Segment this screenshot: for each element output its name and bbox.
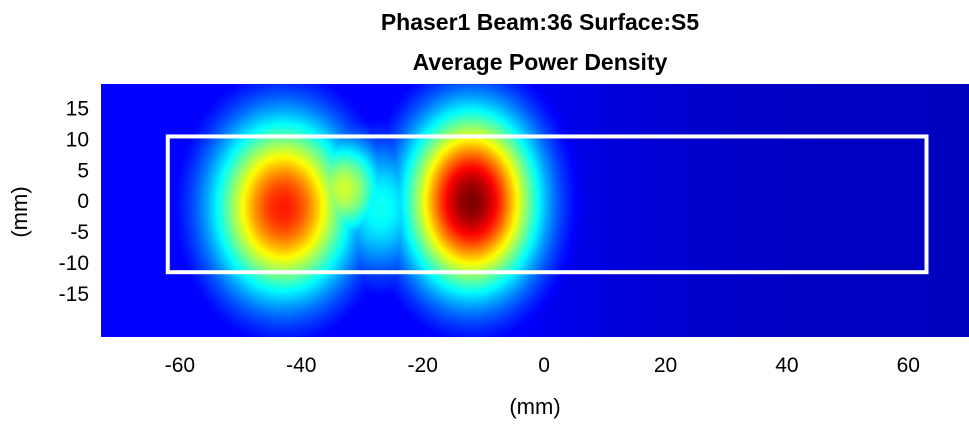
plot-area xyxy=(101,84,969,337)
y-tick-label: -5 xyxy=(70,221,89,244)
heatmap-image xyxy=(101,84,969,337)
chart-title-line1: Phaser1 Beam:36 Surface:S5 xyxy=(381,9,700,35)
x-tick-label: 0 xyxy=(538,354,550,377)
x-axis-ticks: -60 -40 -20 0 20 40 60 xyxy=(165,354,920,377)
y-axis-ticks: 15 10 5 0 -5 -10 -15 xyxy=(59,98,89,306)
chart-title-line2: Average Power Density xyxy=(413,49,668,75)
x-tick-label: 60 xyxy=(897,354,920,377)
y-tick-label: -10 xyxy=(59,252,89,275)
outline-rectangle xyxy=(165,134,929,275)
y-tick-label: 0 xyxy=(77,190,89,213)
y-tick-label: 5 xyxy=(77,159,89,182)
x-tick-label: 40 xyxy=(775,354,798,377)
x-tick-label: 20 xyxy=(654,354,677,377)
y-tick-label: -15 xyxy=(59,283,89,306)
x-axis-label: (mm) xyxy=(509,394,560,419)
x-tick-label: -20 xyxy=(408,354,438,377)
x-tick-label: -40 xyxy=(286,354,316,377)
y-tick-label: 15 xyxy=(66,98,89,121)
y-tick-label: 10 xyxy=(66,129,89,152)
x-tick-label: -60 xyxy=(165,354,195,377)
y-axis-label: (mm) xyxy=(7,186,32,237)
